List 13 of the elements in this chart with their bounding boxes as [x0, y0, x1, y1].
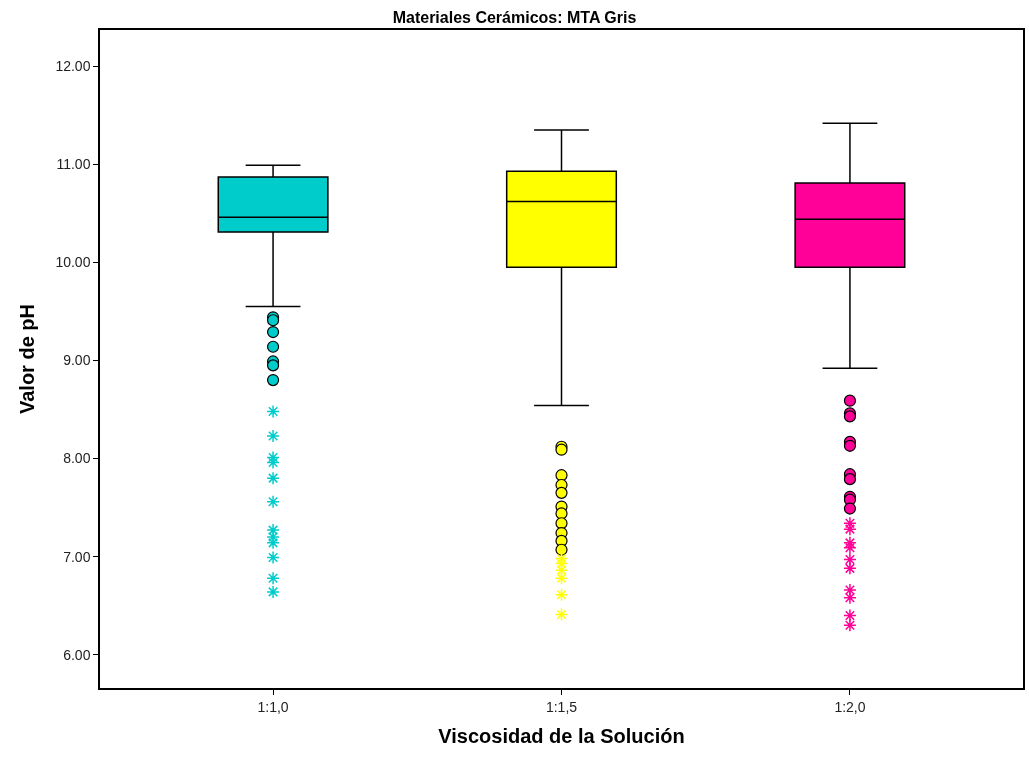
y-axis-title: Valor de pH: [16, 303, 39, 415]
y-tick-label: 8.00: [63, 450, 91, 467]
x-tick-label: 1:1,0: [257, 698, 289, 715]
y-tick-label: 10.00: [55, 254, 91, 271]
chart-title: Materiales Cerámicos: MTA Gris: [392, 8, 637, 26]
y-tick-label: 12.00: [55, 58, 91, 75]
y-tick-label: 6.00: [63, 646, 91, 663]
x-tick-label: 1:1,5: [545, 698, 578, 715]
x-axis-title: Viscosidad de la Solución: [438, 724, 685, 747]
y-tick-label: 9.00: [63, 352, 91, 369]
y-tick-label: 11.00: [56, 156, 91, 173]
x-tick-label: 1:2,0: [834, 698, 866, 715]
y-tick-label: 7.00: [63, 548, 91, 565]
